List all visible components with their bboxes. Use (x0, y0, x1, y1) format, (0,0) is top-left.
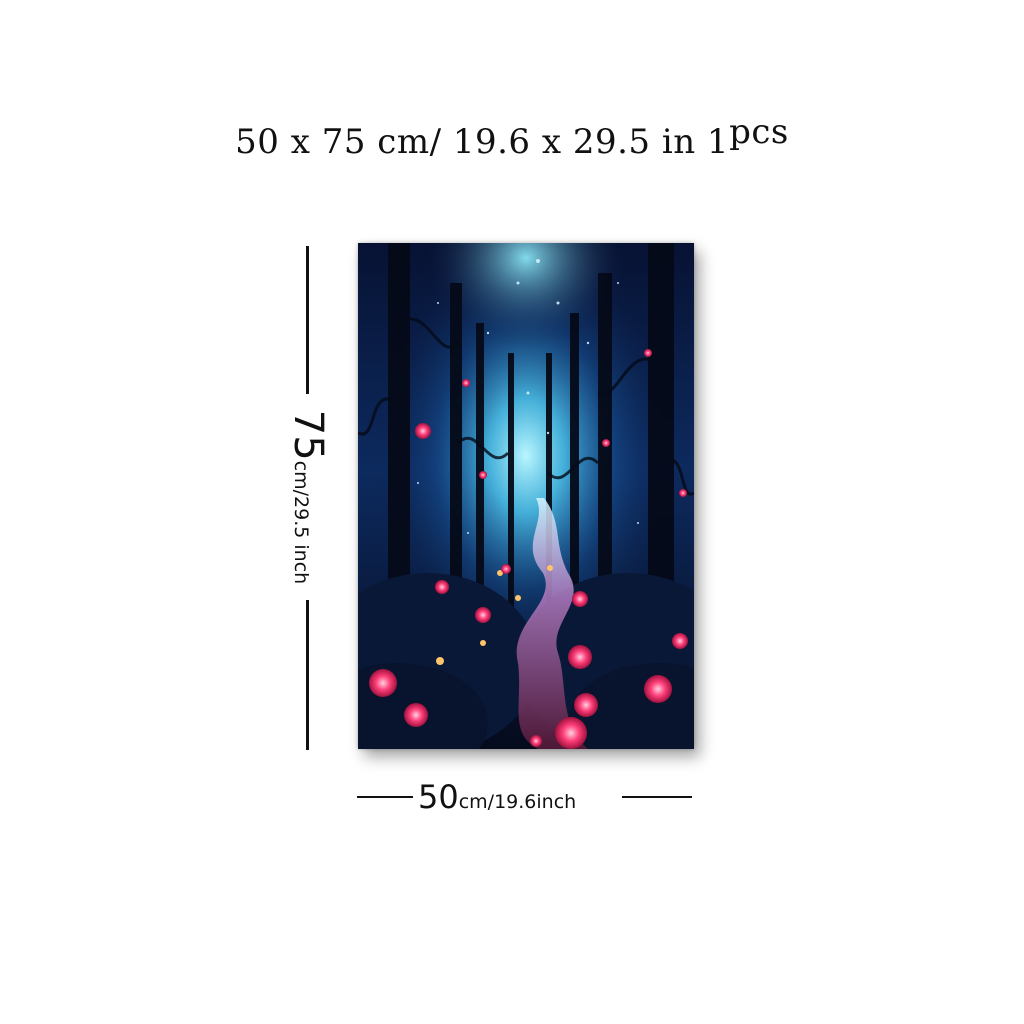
width-value: 50 (418, 778, 459, 816)
size-text: 50 x 75 cm/ 19.6 x 29.5 in 1 (235, 122, 730, 162)
height-unit: cm/29.5 inch (290, 460, 312, 585)
height-dimension-line-bottom (306, 600, 309, 750)
width-unit: cm/19.6inch (458, 791, 577, 813)
height-dimension-line-top (306, 246, 309, 394)
width-dimension-line-right (622, 796, 692, 798)
width-dimension-line-left (357, 796, 413, 798)
width-dimension-label: 50cm/19.6inch (418, 778, 576, 816)
height-dimension-label: 75cm/29.5 inch (285, 410, 331, 584)
height-value: 75 (285, 409, 331, 461)
pcs-text: pcs (729, 112, 789, 152)
forest-painting (358, 243, 694, 749)
canvas-print (358, 243, 694, 749)
product-size-title: 50 x 75 cm/ 19.6 x 29.5 in 1pcs (0, 112, 1024, 162)
